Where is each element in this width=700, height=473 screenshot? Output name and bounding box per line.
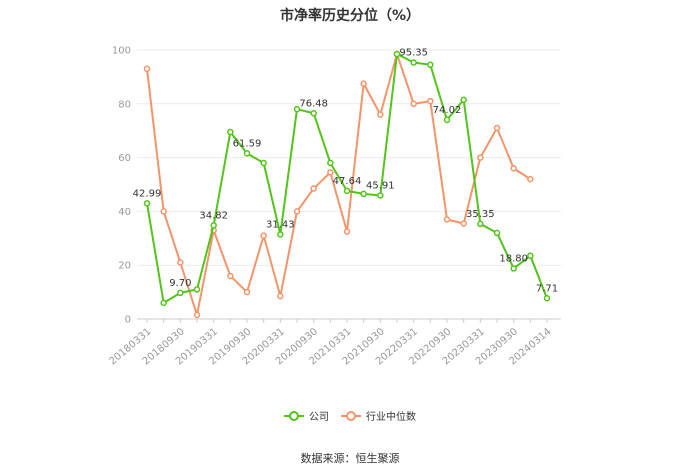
- data-point-company: [227, 128, 234, 136]
- data-point-industry-median: [143, 65, 151, 73]
- data-point-company: [527, 252, 534, 260]
- data-label: 95.35: [399, 48, 428, 59]
- data-point-industry-median: [243, 288, 251, 296]
- data-point-industry-median: [477, 154, 484, 161]
- legend-label-industry-median: 行业中位数: [366, 410, 416, 423]
- data-point-company: [177, 289, 184, 297]
- data-point-industry-median: [410, 100, 417, 108]
- data-point-company: [410, 59, 417, 66]
- data-point-industry-median: [377, 111, 384, 118]
- data-point-company: [143, 200, 151, 207]
- y-tick-label: 100: [112, 46, 131, 57]
- legend-item-industry-median[interactable]: 行业中位数: [341, 410, 416, 423]
- data-labels: 42.99 9.70 34.82 61.59 31.43 76.48 47.64 45.91 9…: [133, 48, 558, 295]
- data-label: 45.91: [366, 181, 395, 192]
- data-point-company: [377, 192, 384, 199]
- data-point-industry-median: [510, 165, 517, 172]
- legend-label-company: 公司: [309, 412, 329, 423]
- data-label: 42.99: [133, 188, 162, 199]
- data-point-industry-median: [343, 228, 351, 235]
- legend-item-company[interactable]: 公司: [284, 411, 329, 423]
- data-point-company: [510, 265, 517, 272]
- data-point-company: [210, 222, 217, 229]
- data-point-company: [493, 229, 501, 237]
- data-point-industry-median: [193, 311, 201, 319]
- data-point-industry-median: [160, 208, 167, 215]
- data-label: 34.82: [199, 210, 228, 221]
- y-tick-label: 0: [125, 315, 131, 326]
- data-label: 61.59: [233, 138, 262, 149]
- data-point-industry-median: [293, 208, 301, 215]
- data-label: 35.35: [466, 209, 495, 220]
- legend: 公司 行业中位数: [284, 410, 416, 423]
- data-label: 31.43: [266, 219, 295, 230]
- data-label: 74.02: [433, 105, 462, 116]
- data-point-company: [193, 286, 201, 293]
- series-line-industry-median: [146, 53, 531, 316]
- data-label: 47.64: [333, 176, 362, 187]
- data-point-company: [443, 116, 451, 124]
- data-point-company: [543, 295, 551, 302]
- data-point-company: [477, 220, 484, 228]
- data-point-industry-median: [310, 185, 317, 192]
- data-point-company: [310, 110, 317, 117]
- y-tick-label: 20: [118, 261, 131, 272]
- data-point-company: [427, 61, 434, 69]
- series: [143, 50, 551, 319]
- y-tick-label: 80: [118, 99, 131, 110]
- data-point-industry-median: [427, 97, 434, 105]
- data-point-company: [260, 159, 267, 167]
- data-point-industry-median: [443, 216, 451, 223]
- legend-marker-company: [289, 411, 299, 421]
- data-label: 18.80: [499, 253, 528, 264]
- y-tick-label: 60: [118, 153, 131, 164]
- data-point-industry-median: [277, 292, 284, 300]
- data-point-company: [160, 299, 167, 307]
- y-tick-label: 40: [118, 207, 131, 218]
- data-point-company: [277, 231, 284, 238]
- data-point-industry-median: [527, 175, 534, 183]
- data-point-company: [327, 159, 334, 167]
- data-point-company: [293, 105, 301, 113]
- data-point-company: [360, 190, 367, 198]
- data-point-industry-median: [493, 124, 501, 132]
- legend-marker-industry-median: [346, 411, 356, 421]
- data-point-company: [343, 187, 351, 195]
- data-point-industry-median: [227, 272, 234, 280]
- chart-title: 市净率历史分位（%）: [280, 7, 420, 24]
- data-point-industry-median: [460, 220, 467, 227]
- data-label: 9.70: [169, 278, 191, 289]
- data-label: 76.48: [299, 98, 328, 109]
- data-point-industry-median: [360, 80, 367, 87]
- data-point-company: [460, 96, 467, 104]
- data-source: 数据来源：恒生聚源: [301, 451, 400, 465]
- data-point-company: [393, 50, 401, 58]
- data-point-industry-median: [327, 169, 334, 176]
- data-label: 7.71: [536, 283, 558, 294]
- data-point-industry-median: [260, 232, 267, 239]
- data-point-company: [243, 150, 251, 157]
- data-point-industry-median: [177, 259, 184, 266]
